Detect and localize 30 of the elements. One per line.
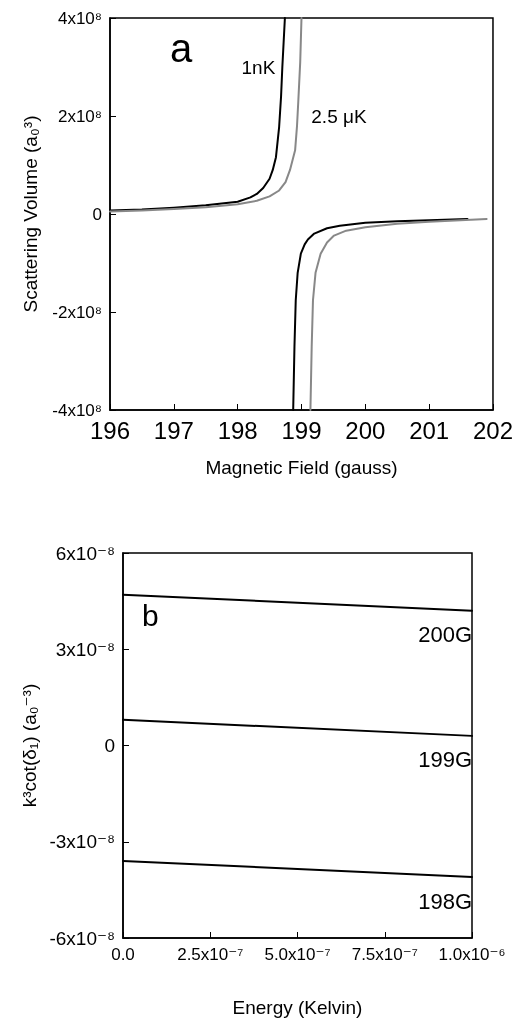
y-axis-title: k³cot(δ₁) (a₀⁻³): [18, 683, 40, 808]
x-tick-label: 7.5x10⁻⁷: [351, 945, 418, 964]
y-tick-label: 0: [92, 204, 102, 224]
series-label: 2.5 μK: [311, 105, 367, 127]
line-series: [309, 217, 488, 411]
series-label: 1nK: [241, 56, 276, 78]
x-axis-title: Magnetic Field (gauss): [205, 457, 398, 478]
x-tick-label: 2.5x10⁻⁷: [177, 945, 244, 964]
y-axis-title: Scattering Volume (a₀³): [20, 115, 41, 313]
y-tick-label: -3x10⁻⁸: [49, 831, 115, 853]
x-tick-label: 200: [345, 416, 386, 444]
y-tick-label: 6x10⁻⁸: [55, 542, 115, 564]
x-axis-title: Energy (Kelvin): [232, 997, 363, 1018]
x-tick-label: 5.0x10⁻⁷: [264, 945, 331, 964]
x-tick-label: 1.0x10⁻⁶: [438, 945, 506, 964]
y-tick-label: 4x10⁸: [57, 8, 102, 28]
y-tick-label: 3x10⁻⁸: [55, 638, 115, 660]
x-tick-label: 199: [281, 416, 322, 444]
x-tick-label: 201: [409, 416, 450, 444]
annotation: a: [170, 26, 193, 70]
y-tick-label: 2x10⁸: [57, 106, 102, 126]
annotation: b: [142, 598, 159, 632]
x-tick-label: 197: [153, 416, 194, 444]
x-tick-label: 202: [472, 416, 513, 444]
series-label: 199G: [418, 747, 472, 773]
series-label: 200G: [418, 622, 472, 648]
x-tick-label: 198: [217, 416, 258, 444]
series-label: 198G: [418, 888, 472, 914]
y-tick-label: 0: [104, 735, 115, 756]
y-tick-label: -2x10⁸: [52, 302, 102, 322]
